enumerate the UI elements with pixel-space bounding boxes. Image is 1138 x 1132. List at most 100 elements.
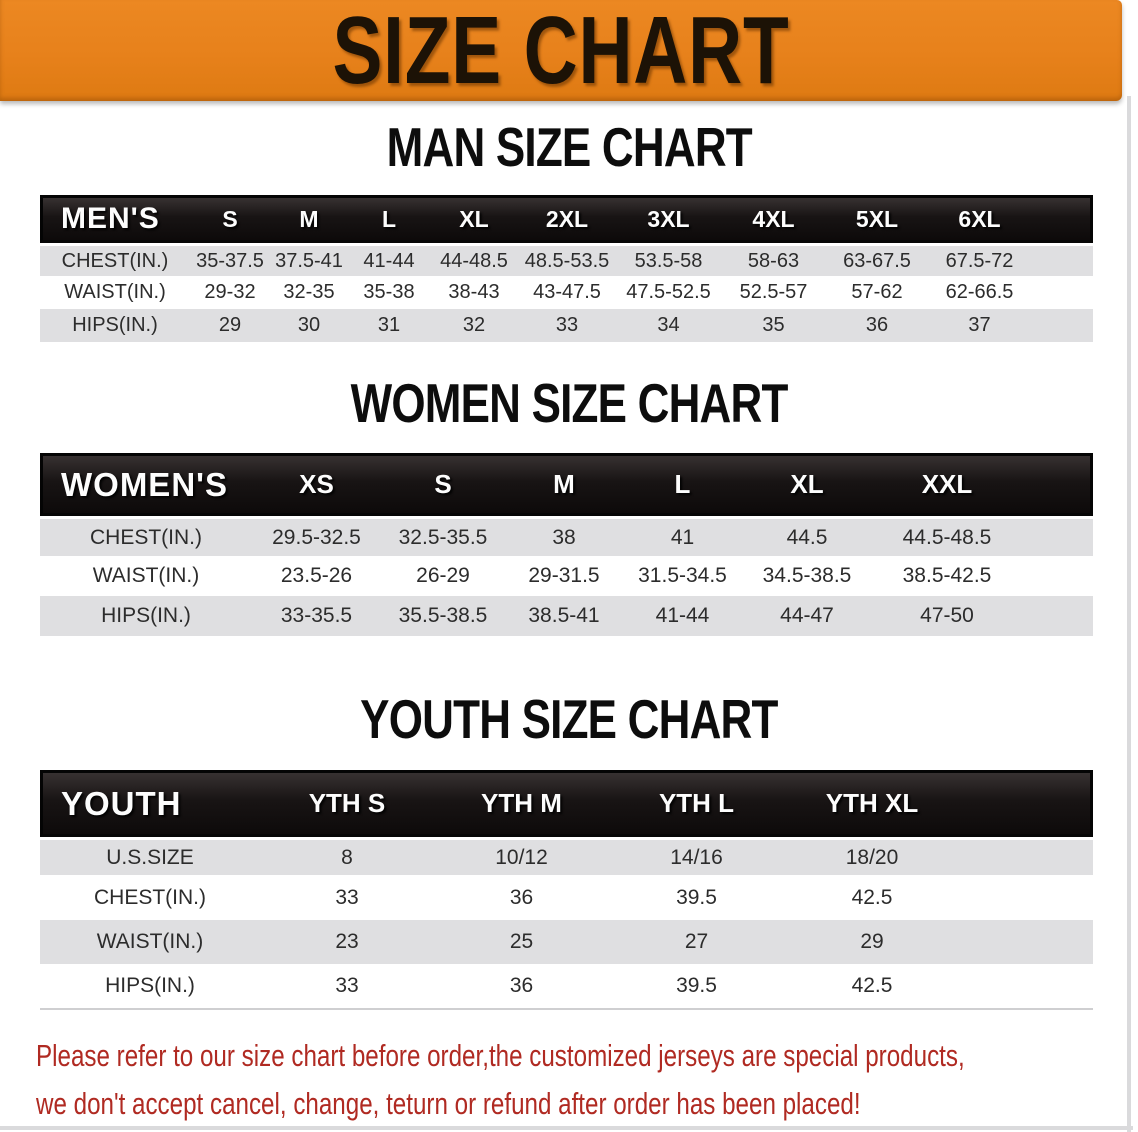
cell-value: 44-48.5 <box>430 243 518 276</box>
cell-value: 34 <box>616 309 721 342</box>
cell-value: 36 <box>826 309 928 342</box>
cell-value: 41-44 <box>348 243 430 276</box>
youth-measure-row: HIPS(IN.) 33 36 39.5 42.5 <box>40 964 1093 1010</box>
cell-value: 39.5 <box>609 964 784 1010</box>
disclaimer-line-2: we don't accept cancel, change, teturn o… <box>36 1086 861 1121</box>
row-label: WAIST(IN.) <box>40 920 260 964</box>
cell-value: 41-44 <box>623 596 742 636</box>
youth-measure-row: CHEST(IN.) 33 36 39.5 42.5 <box>40 875 1093 920</box>
youth-measure-row: U.S.SIZE 8 10/12 14/16 18/20 <box>40 837 1093 875</box>
men-size-header: XL <box>430 195 518 243</box>
men-size-table: MEN'S S M L XL 2XL 3XL 4XL 5XL 6XL CHEST(IN.) 35-37… <box>40 195 1093 342</box>
cell-value: 38-43 <box>430 276 518 309</box>
row-spacer <box>960 837 1093 875</box>
cell-value: 8 <box>260 837 434 875</box>
men-chart-title: MAN SIZE CHART <box>0 116 1138 178</box>
row-label: WAIST(IN.) <box>40 556 252 596</box>
row-spacer <box>960 920 1093 964</box>
youth-chart-title-text: YOUTH SIZE CHART <box>360 688 778 750</box>
cell-value: 32.5-35.5 <box>381 516 505 556</box>
women-size-header: XL <box>742 453 872 516</box>
cell-value: 32 <box>430 309 518 342</box>
disclaimer-line-1: Please refer to our size chart before or… <box>36 1038 965 1073</box>
cell-value: 31.5-34.5 <box>623 556 742 596</box>
cell-value: 34.5-38.5 <box>742 556 872 596</box>
youth-header-row: YOUTH YTH S YTH M YTH L YTH XL <box>40 770 1093 837</box>
cell-value: 53.5-58 <box>616 243 721 276</box>
youth-size-header: YTH XL <box>784 770 960 837</box>
men-header-row: MEN'S S M L XL 2XL 3XL 4XL 5XL 6XL <box>40 195 1093 243</box>
cell-value: 26-29 <box>381 556 505 596</box>
men-table-label: MEN'S <box>40 195 190 243</box>
cell-value: 37 <box>928 309 1031 342</box>
cell-value: 41 <box>623 516 742 556</box>
men-size-header: 4XL <box>721 195 826 243</box>
row-spacer <box>1022 556 1093 596</box>
women-header-spacer <box>1022 453 1093 516</box>
cell-value: 14/16 <box>609 837 784 875</box>
row-label: WAIST(IN.) <box>40 276 190 309</box>
women-size-header: L <box>623 453 742 516</box>
youth-size-header: YTH S <box>260 770 434 837</box>
cell-value: 48.5-53.5 <box>518 243 616 276</box>
men-chart-title-text: MAN SIZE CHART <box>386 116 752 178</box>
men-measure-row: HIPS(IN.) 29 30 31 32 33 34 35 36 37 <box>40 309 1093 342</box>
youth-table-label: YOUTH <box>40 770 260 837</box>
cell-value: 52.5-57 <box>721 276 826 309</box>
youth-header-spacer <box>960 770 1093 837</box>
women-size-header: XXL <box>872 453 1022 516</box>
disclaimer: Please refer to our size chart before or… <box>36 1032 1136 1128</box>
cell-value: 33 <box>518 309 616 342</box>
women-header-row: WOMEN'S XS S M L XL XXL <box>40 453 1093 516</box>
women-chart-title: WOMEN SIZE CHART <box>0 376 1138 431</box>
scan-edge-right <box>1127 96 1131 1132</box>
cell-value: 35-37.5 <box>190 243 270 276</box>
cell-value: 39.5 <box>609 875 784 920</box>
cell-value: 36 <box>434 875 609 920</box>
youth-size-table: YOUTH YTH S YTH M YTH L YTH XL U.S.SIZE 8 10/12… <box>40 770 1093 1010</box>
cell-value: 58-63 <box>721 243 826 276</box>
row-spacer <box>1031 243 1093 276</box>
cell-value: 36 <box>434 964 609 1010</box>
scan-edge-bottom <box>0 1126 1133 1130</box>
women-measure-row: WAIST(IN.) 23.5-26 26-29 29-31.5 31.5-34.5 34… <box>40 556 1093 596</box>
women-size-header: S <box>381 453 505 516</box>
cell-value: 37.5-41 <box>270 243 348 276</box>
youth-size-header: YTH L <box>609 770 784 837</box>
women-measure-row: HIPS(IN.) 33-35.5 35.5-38.5 38.5-41 41-44 44-… <box>40 596 1093 636</box>
cell-value: 27 <box>609 920 784 964</box>
cell-value: 29.5-32.5 <box>252 516 381 556</box>
cell-value: 10/12 <box>434 837 609 875</box>
men-size-header: S <box>190 195 270 243</box>
cell-value: 47.5-52.5 <box>616 276 721 309</box>
cell-value: 29-31.5 <box>505 556 623 596</box>
cell-value: 43-47.5 <box>518 276 616 309</box>
women-table-label: WOMEN'S <box>40 453 252 516</box>
cell-value: 32-35 <box>270 276 348 309</box>
women-size-table: WOMEN'S XS S M L XL XXL CHEST(IN.) 29.5-32.5 32.5… <box>40 453 1093 636</box>
cell-value: 42.5 <box>784 964 960 1010</box>
row-label: U.S.SIZE <box>40 837 260 875</box>
cell-value: 29-32 <box>190 276 270 309</box>
women-size-header: XS <box>252 453 381 516</box>
cell-value: 33 <box>260 964 434 1010</box>
size-chart-banner: SIZE CHART <box>0 0 1122 101</box>
men-size-header: M <box>270 195 348 243</box>
men-size-header: 6XL <box>928 195 1031 243</box>
row-label: HIPS(IN.) <box>40 309 190 342</box>
cell-value: 44.5-48.5 <box>872 516 1022 556</box>
cell-value: 44.5 <box>742 516 872 556</box>
men-header-spacer <box>1031 195 1093 243</box>
row-spacer <box>960 964 1093 1010</box>
cell-value: 38.5-41 <box>505 596 623 636</box>
row-label: CHEST(IN.) <box>40 875 260 920</box>
row-label: CHEST(IN.) <box>40 516 252 556</box>
cell-value: 42.5 <box>784 875 960 920</box>
cell-value: 38.5-42.5 <box>872 556 1022 596</box>
men-measure-row: CHEST(IN.) 35-37.5 37.5-41 41-44 44-48.5 48.5… <box>40 243 1093 276</box>
cell-value: 23 <box>260 920 434 964</box>
row-spacer <box>1022 596 1093 636</box>
cell-value: 31 <box>348 309 430 342</box>
cell-value: 29 <box>190 309 270 342</box>
cell-value: 67.5-72 <box>928 243 1031 276</box>
